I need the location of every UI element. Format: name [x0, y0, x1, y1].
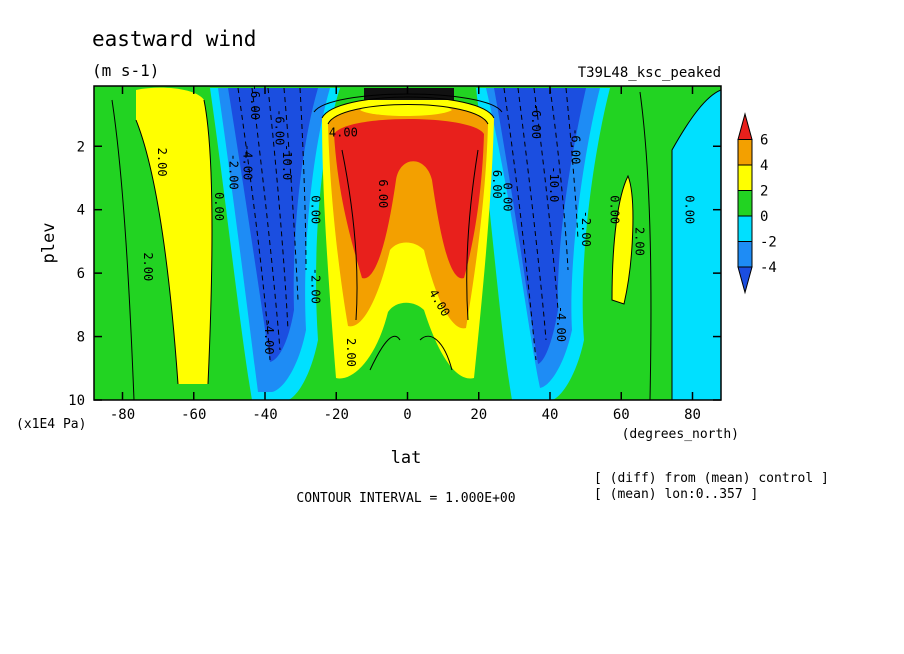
- colorbar-label: -4: [760, 260, 777, 276]
- contour-label: 2.00: [155, 148, 169, 177]
- y-tick-label: 4: [77, 203, 85, 219]
- chart-units: (m s-1): [92, 61, 159, 80]
- contour-labels: 2.002.00-2.000.00-4.00-6.00-10.0-6.00-4.…: [141, 84, 697, 367]
- contour-label: -2.00: [226, 154, 240, 190]
- x-tick-label: 0: [403, 407, 411, 423]
- contour-label: -10.0: [547, 166, 561, 202]
- colorbar-label: 6: [760, 133, 768, 149]
- colorbar-segment: [737, 241, 753, 268]
- contour-label: 6.00: [490, 170, 504, 199]
- contour-label: 2.00: [141, 252, 155, 281]
- colorbar-label: 4: [760, 158, 768, 174]
- y-tick-label: 8: [77, 330, 85, 346]
- contour-interval-text: CONTOUR INTERVAL = 1.000E+00: [296, 491, 515, 506]
- contour-label: -6.00: [248, 84, 262, 120]
- contour-label: -10.0: [280, 144, 294, 180]
- x-axis: -80 -60 -40 -20 0 20 40 60 80: [110, 86, 701, 423]
- contour-lines: [111, 89, 721, 400]
- contour-label: 6.00: [376, 179, 390, 208]
- contour-label: -4.00: [554, 306, 568, 342]
- colorbar-label: 2: [760, 184, 768, 200]
- x-axis-units: (degrees_north): [622, 427, 739, 442]
- colorbar-label: 0: [760, 209, 768, 225]
- band-2-to-4-north-sliver: [612, 176, 633, 304]
- x-tick-label: 20: [470, 407, 487, 423]
- colorbar-arrow-top: [737, 112, 753, 140]
- band-above-6-central: [334, 119, 484, 279]
- band-below-neg4-south: [228, 88, 318, 362]
- y-axis-label: plev: [39, 223, 59, 264]
- colorbar: 6 4 2 0 -2 -4: [737, 112, 777, 295]
- contour-label: -6.00: [529, 103, 543, 139]
- contour-label: -4.00: [262, 319, 276, 355]
- contour-label: -6.00: [273, 109, 287, 145]
- contour-label: 0.00: [501, 183, 515, 212]
- x-tick-label: -20: [324, 407, 349, 423]
- y-axis-units: (x1E4 Pa): [16, 417, 86, 432]
- x-tick-label: -80: [110, 407, 135, 423]
- y-axis: 2 4 6 8 10: [68, 139, 721, 409]
- colorbar-label: -2: [760, 235, 777, 251]
- contour-label: -6.00: [568, 128, 582, 164]
- colorbar-segment: [737, 190, 753, 217]
- contour-field: [94, 86, 721, 400]
- x-axis-label: lat: [391, 448, 422, 468]
- y-tick-label: 2: [77, 139, 85, 155]
- x-tick-label: 80: [684, 407, 701, 423]
- contour-label: -4.00: [241, 144, 255, 180]
- contour-label: 2.00: [344, 338, 358, 367]
- chart-title: eastward wind: [92, 27, 256, 51]
- band-2-to-4-south: [136, 87, 213, 384]
- x-tick-label: -40: [252, 407, 277, 423]
- x-tick-label: 40: [542, 407, 559, 423]
- contour-label: 0.00: [212, 192, 226, 221]
- colorbar-segment: [737, 164, 753, 191]
- colorbar-segment: [737, 215, 753, 242]
- contour-lines-dashed: [237, 87, 579, 361]
- y-tick-label: 6: [77, 266, 85, 282]
- contour-label: 4.00: [329, 126, 358, 140]
- contour-label: 2.00: [633, 227, 647, 256]
- contour-label: 0.00: [608, 195, 622, 224]
- contour-label: -2.00: [579, 211, 593, 247]
- contour-label: -2.00: [308, 268, 322, 304]
- y-tick-label: 10: [68, 393, 85, 409]
- note-diff: [ (diff) from (mean) control ]: [594, 471, 829, 486]
- colorbar-arrow-bottom: [737, 266, 753, 295]
- note-mean: [ (mean) lon:0..357 ]: [594, 487, 758, 502]
- contour-label: 0.00: [308, 195, 322, 224]
- band-below-neg4-north: [494, 88, 586, 364]
- contour-label: 0.00: [682, 195, 696, 224]
- colorbar-segment: [737, 139, 753, 166]
- run-label: T39L48_ksc_peaked: [578, 65, 721, 81]
- x-tick-label: -60: [181, 407, 206, 423]
- band-neg2-to-0-north-polar: [672, 90, 721, 400]
- x-tick-label: 60: [613, 407, 630, 423]
